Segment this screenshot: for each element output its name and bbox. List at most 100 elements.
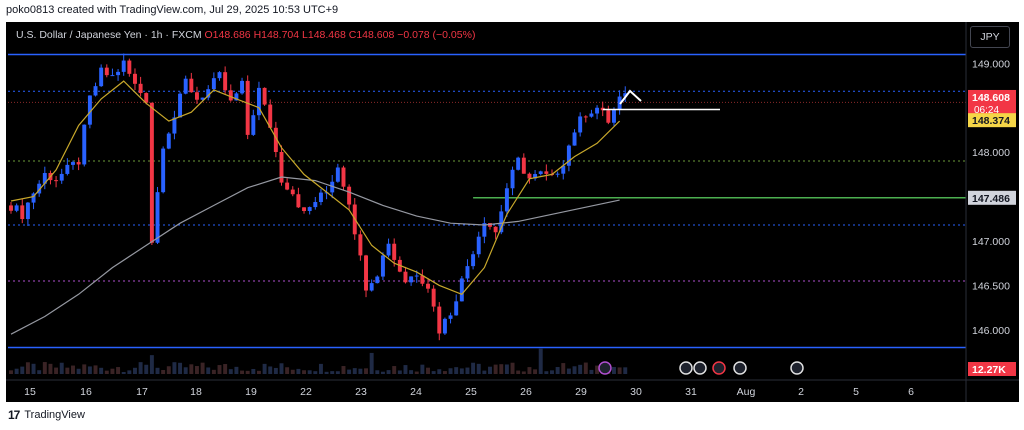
candle-body xyxy=(510,169,515,189)
candle-body xyxy=(256,87,261,116)
volume-bar xyxy=(228,369,233,374)
candle-body xyxy=(335,167,340,182)
candle-body xyxy=(37,183,42,194)
y-tick-label: 149.000 xyxy=(972,58,1010,70)
volume-bar xyxy=(380,371,385,374)
volume-bar xyxy=(617,367,622,374)
brand-name: TradingView xyxy=(24,409,85,421)
candle-body xyxy=(76,162,81,165)
volume-bar xyxy=(217,365,222,374)
low-value: L148.468 xyxy=(302,29,346,41)
volume-bar xyxy=(14,368,19,374)
event-icon xyxy=(712,361,726,375)
chart-frame xyxy=(6,22,1019,402)
volume-bar xyxy=(240,370,245,374)
candle-body xyxy=(183,78,188,94)
volume-bar xyxy=(364,368,368,374)
volume-bar xyxy=(194,366,199,374)
volume-bar xyxy=(595,365,600,374)
event-icon xyxy=(679,361,693,375)
candle-body xyxy=(223,72,228,91)
event-icon xyxy=(693,361,707,375)
candle-body xyxy=(538,171,543,175)
volume-bar xyxy=(296,368,301,374)
candle-body xyxy=(144,93,149,103)
candle-body xyxy=(296,194,301,208)
volume-bar xyxy=(25,362,30,374)
candle-body xyxy=(302,207,307,211)
volume-bar xyxy=(499,364,504,374)
volume-bar xyxy=(583,362,588,374)
y-tick-label: 146.000 xyxy=(972,325,1010,337)
candle-body xyxy=(133,73,137,84)
volume-bar xyxy=(200,362,205,374)
volume-bar xyxy=(341,366,346,374)
candle-body xyxy=(561,165,566,174)
volume-bar xyxy=(347,369,352,374)
volume-bar xyxy=(414,371,419,374)
candle-body xyxy=(482,223,487,237)
ma-fast-label-bg xyxy=(968,113,1016,128)
volume-bar xyxy=(375,370,380,374)
volume-bar xyxy=(87,366,92,374)
volume-bar xyxy=(465,367,470,374)
candle-body xyxy=(431,288,436,307)
x-tick-label: 17 xyxy=(136,386,148,398)
candle-body xyxy=(324,192,329,194)
volume-bar xyxy=(279,363,284,374)
volume-bar xyxy=(104,370,109,374)
volume-bar xyxy=(442,371,447,374)
candle-body xyxy=(211,78,216,90)
candle-body xyxy=(437,306,442,334)
y-tick-label: 147.000 xyxy=(972,236,1010,248)
candle-body xyxy=(290,189,295,195)
x-tick-label: 29 xyxy=(575,386,587,398)
candle-body xyxy=(189,78,194,93)
candle-body xyxy=(578,116,583,133)
volume-bar xyxy=(178,362,183,374)
candle-body xyxy=(87,95,92,125)
volume-bar xyxy=(9,370,13,374)
volume-bar xyxy=(262,363,267,374)
volume-bar xyxy=(431,371,436,374)
currency-button[interactable]: JPY xyxy=(970,26,1010,48)
candle-body xyxy=(583,116,588,118)
change-value: −0.078 (−0.05%) xyxy=(397,29,476,41)
volume-bar xyxy=(37,370,42,374)
volume-bar xyxy=(110,368,115,374)
x-tick-label: 15 xyxy=(24,386,36,398)
volume-bar xyxy=(42,362,47,374)
candle-body xyxy=(527,173,532,179)
candle-body xyxy=(521,157,526,174)
symbol-name: U.S. Dollar / Japanese Yen · 1h · FXCM xyxy=(16,29,202,41)
candle-body xyxy=(533,174,538,179)
candle-body xyxy=(426,283,430,289)
volume-bar xyxy=(76,368,81,374)
candle-body xyxy=(59,173,64,181)
candle-body xyxy=(499,211,504,233)
candle-body xyxy=(93,86,98,96)
volume-bar xyxy=(234,366,239,374)
candle-body xyxy=(386,243,391,256)
volume-bar xyxy=(392,366,397,374)
candle-body xyxy=(194,92,199,100)
candle-body xyxy=(65,164,70,174)
event-icon xyxy=(598,361,612,375)
candle-body xyxy=(251,115,256,135)
candle-body xyxy=(318,192,323,203)
candle-body xyxy=(228,90,233,101)
candle-body xyxy=(279,151,284,183)
candle-body xyxy=(116,71,121,76)
candle-body xyxy=(104,67,109,76)
x-tick-label: 31 xyxy=(685,386,697,398)
x-tick-label: 30 xyxy=(630,386,642,398)
volume-bar xyxy=(48,363,53,374)
volume-bar xyxy=(386,370,391,374)
volume-bar xyxy=(138,362,143,374)
volume-bar xyxy=(612,367,616,374)
candle-body xyxy=(82,124,87,165)
x-tick-label: 22 xyxy=(300,386,312,398)
candle-body xyxy=(414,275,419,277)
candle-body xyxy=(262,87,267,105)
